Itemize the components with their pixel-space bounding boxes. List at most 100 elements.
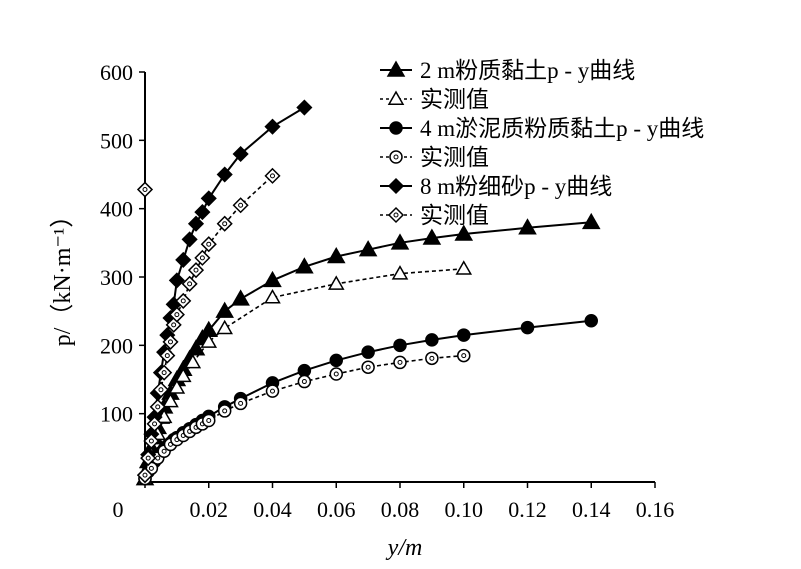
legend-label: 实测值 [420, 87, 489, 112]
series-6-point-inner [145, 455, 151, 461]
legend-item-5: 8 m粉细砂p - y曲线 [380, 174, 612, 199]
series-6-point-inner [171, 322, 177, 328]
series-2-point [455, 260, 473, 275]
series-2-point [168, 379, 186, 394]
series-2-point [391, 265, 409, 280]
series-6-point [146, 415, 163, 432]
legend-item-1: 2 m粉质黏土p - y曲线 [380, 58, 635, 83]
legend-marker [387, 90, 405, 105]
series-3-point [520, 320, 535, 335]
x-tick-label: 0.06 [317, 497, 356, 522]
series-5-point [296, 99, 313, 116]
series-6-point [140, 450, 157, 467]
x-tick-label: 0 [113, 497, 124, 522]
series-4-point-inner [301, 379, 307, 385]
series-4-point [425, 351, 439, 366]
y-tick-label: 400 [100, 197, 133, 222]
series-4-point-inner [461, 353, 467, 359]
legend-marker-inner [393, 154, 399, 160]
tick-labels: 0 0.02 0.04 0.06 0.08 0.10 0.12 0.14 0.16 100 200 3… [100, 60, 674, 522]
series-6-point-inner [270, 173, 275, 179]
legend-marker [387, 206, 405, 224]
series-1-point [454, 224, 474, 241]
legend-marker [387, 177, 405, 195]
axes [139, 71, 656, 488]
series-6-point-inner [158, 387, 164, 393]
legend-label: 实测值 [420, 145, 489, 170]
series-6-point [168, 306, 185, 323]
x-tick-label: 0.10 [445, 497, 484, 522]
series-3-point [584, 313, 598, 328]
y-tick-label: 300 [100, 265, 133, 290]
series-6-point [181, 275, 198, 292]
x-tick-label: 0.12 [508, 497, 547, 522]
legend-item-3: 4 m淤泥质粉质黏土p - y曲线 [380, 116, 704, 141]
legend-label: 实测值 [420, 203, 489, 228]
y-tick-label: 100 [100, 402, 133, 427]
series-6-point [159, 347, 176, 364]
series-2-point [216, 319, 233, 335]
series-4 [138, 348, 471, 486]
series-1-point [518, 218, 537, 235]
x-tick-label: 0.16 [636, 497, 675, 522]
series-5-point [216, 166, 233, 183]
series-4-point-inner [333, 371, 339, 377]
series-5 [136, 99, 313, 484]
series-3-point [393, 338, 407, 353]
series-6-point [152, 381, 169, 398]
series-5-point [181, 231, 198, 248]
series-6-point [149, 398, 166, 415]
series-4-point [393, 355, 407, 370]
series-5-point [200, 190, 217, 207]
series-1-point [358, 240, 378, 257]
series-2-point [200, 333, 218, 348]
series-layer [135, 99, 601, 486]
series-4-point-inner [148, 465, 154, 471]
series-4-point [217, 404, 232, 418]
series-1-point [186, 339, 206, 356]
series-5-point [187, 215, 205, 232]
series-6-point [136, 467, 154, 484]
series-5-point [175, 251, 192, 268]
series-4-point-inner [161, 448, 167, 454]
x-tick-label: 0.08 [381, 497, 420, 522]
legend-item-4: 实测值 [380, 145, 489, 170]
y-tick-label: 200 [100, 333, 133, 358]
series-6-point-inner [174, 312, 180, 318]
series-1-point [215, 301, 234, 318]
series-4-point-inner [429, 355, 435, 361]
series-6-point [162, 333, 179, 350]
x-tick-label: 0.14 [572, 497, 611, 522]
series-4-point [329, 367, 343, 381]
series-1-point [422, 228, 442, 245]
series-6-point-inner [164, 353, 170, 359]
legend-marker-inner [393, 212, 399, 218]
series-6-point-inner [180, 298, 186, 304]
series-4-point [265, 384, 280, 398]
series-6-point-inner [193, 267, 199, 273]
series-6-point [194, 249, 211, 266]
series-2-point [264, 288, 281, 304]
series-6-point-inner [206, 241, 212, 247]
series-1-point [231, 289, 250, 306]
series-6-point [232, 197, 249, 214]
series-4-point-inner [270, 388, 275, 394]
series-1-point [581, 212, 601, 230]
legend-item-6: 实测值 [380, 203, 489, 228]
series-6-point-inner [148, 438, 154, 444]
series-6-point-inner [142, 472, 148, 478]
series-5-point [168, 272, 185, 289]
legend-marker [386, 60, 406, 77]
series-1-point [390, 233, 410, 250]
series-3-point [329, 353, 343, 368]
series-4-point [361, 360, 375, 374]
legend-label: 8 m粉细砂p - y曲线 [420, 174, 612, 199]
series-6-point-inner [187, 281, 193, 287]
series-3-point [361, 345, 375, 359]
series-1-point [295, 257, 314, 274]
x-axis-label: y/m [386, 535, 423, 561]
series-4-point-inner [206, 418, 212, 423]
series-6-point-inner [168, 339, 173, 345]
series-5-point [194, 204, 211, 221]
